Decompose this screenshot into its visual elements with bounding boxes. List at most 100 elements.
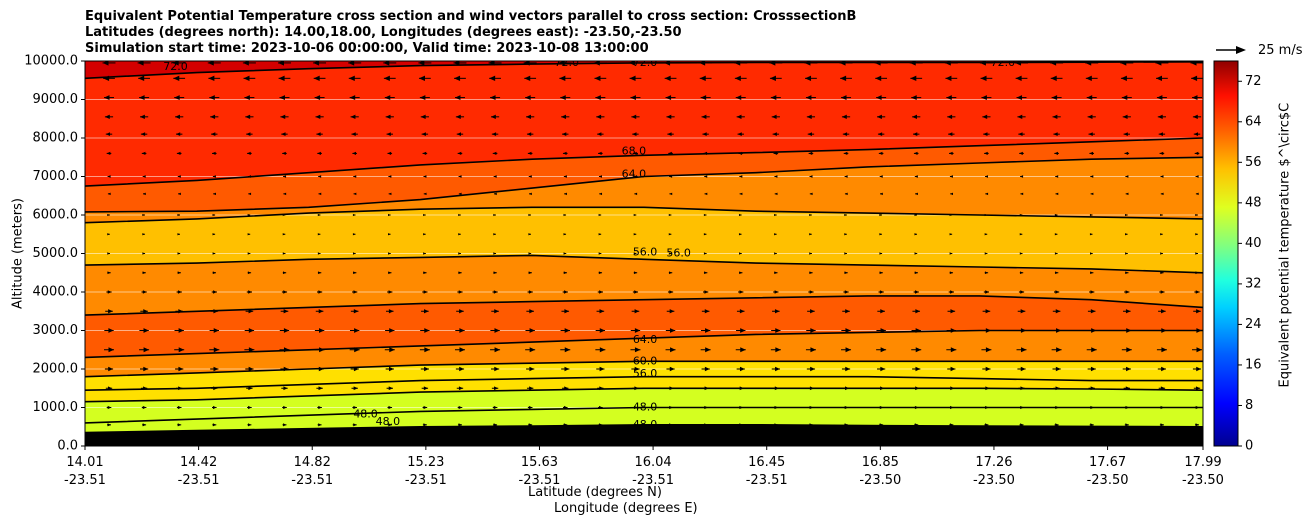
wind-arrow-head bbox=[774, 175, 778, 178]
wind-arrow-head bbox=[211, 132, 216, 137]
contour-label: 60.0 bbox=[297, 431, 322, 444]
wind-arrow bbox=[525, 347, 536, 353]
wind-arrow-head bbox=[283, 309, 289, 314]
wind-arrow-head bbox=[1090, 423, 1094, 427]
wind-arrow-head bbox=[634, 423, 638, 427]
wind-arrow bbox=[701, 114, 710, 120]
wind-arrow-head bbox=[317, 213, 321, 217]
wind-arrow bbox=[245, 309, 254, 314]
wind-arrow bbox=[1160, 252, 1163, 255]
wind-arrow-head bbox=[630, 95, 636, 101]
wind-arrow bbox=[142, 271, 146, 275]
wind-arrow-head bbox=[844, 271, 848, 275]
wind-arrow bbox=[1019, 213, 1023, 217]
wind-arrow-head bbox=[493, 233, 496, 236]
wind-arrow-head bbox=[844, 213, 847, 217]
wind-arrow bbox=[493, 252, 497, 255]
wind-arrow-head bbox=[142, 405, 147, 410]
wind-arrow bbox=[668, 423, 673, 427]
wind-arrow-head bbox=[949, 252, 953, 255]
wind-arrow-head bbox=[142, 423, 147, 427]
wind-arrow-head bbox=[845, 309, 850, 314]
wind-arrow bbox=[455, 114, 465, 120]
wind-arrow-head bbox=[734, 75, 741, 82]
wind-arrow bbox=[701, 309, 710, 314]
wind-arrow bbox=[139, 328, 149, 333]
wind-arrow bbox=[669, 192, 673, 196]
wind-arrow bbox=[528, 213, 531, 217]
wind-arrow-head bbox=[774, 192, 778, 196]
wind-arrow bbox=[281, 386, 288, 391]
wind-arrow-head bbox=[634, 347, 641, 353]
wind-arrow bbox=[246, 386, 253, 391]
wind-arrow-head bbox=[810, 347, 816, 353]
wind-arrow-head bbox=[1020, 423, 1024, 427]
wind-arrow-head bbox=[103, 75, 110, 82]
wind-arrow-head bbox=[353, 423, 357, 427]
wind-arrow bbox=[1053, 132, 1060, 137]
wind-arrow-head bbox=[774, 405, 779, 410]
wind-arrow bbox=[668, 271, 673, 275]
wind-arrow-head bbox=[418, 61, 425, 66]
wind-arrow-head bbox=[419, 95, 426, 101]
wind-arrow bbox=[247, 423, 252, 427]
wind-arrow bbox=[1089, 290, 1095, 294]
wind-arrow bbox=[352, 233, 356, 236]
wind-arrow bbox=[526, 132, 534, 137]
wind-arrow bbox=[703, 271, 708, 275]
wind-arrow bbox=[388, 175, 392, 178]
wind-arrow-head bbox=[1020, 175, 1024, 178]
wind-arrow bbox=[1053, 386, 1060, 391]
x-tick-label-lat: 17.26 bbox=[975, 455, 1012, 470]
wind-arrow bbox=[352, 290, 358, 294]
wind-arrow-head bbox=[1160, 213, 1163, 217]
wind-arrow-head bbox=[104, 114, 110, 120]
wind-arrow-head bbox=[775, 347, 781, 353]
wind-arrow-head bbox=[1054, 252, 1058, 255]
wind-arrow bbox=[172, 61, 186, 66]
wind-arrow bbox=[422, 151, 428, 156]
x-tick-label-lat: 14.82 bbox=[294, 455, 331, 470]
wind-arrow-head bbox=[598, 252, 602, 255]
wind-arrow-head bbox=[247, 423, 252, 427]
wind-arrow bbox=[560, 347, 571, 353]
wind-arrow-head bbox=[701, 114, 707, 120]
wind-arrow-head bbox=[248, 366, 254, 372]
contour-line-56-8 bbox=[85, 375, 1203, 391]
wind-arrow bbox=[350, 114, 359, 120]
wind-arrow-head bbox=[562, 151, 567, 156]
wind-arrow-head bbox=[421, 132, 426, 137]
wind-arrow-head bbox=[143, 309, 148, 314]
wind-arrow bbox=[738, 151, 744, 156]
wind-arrow bbox=[944, 61, 958, 66]
wind-arrow-head bbox=[353, 290, 358, 294]
wind-arrow-head bbox=[1125, 290, 1130, 294]
wind-arrow bbox=[844, 423, 849, 427]
wind-arrow bbox=[598, 213, 602, 217]
wind-arrow bbox=[598, 271, 603, 275]
wind-arrow-head bbox=[950, 328, 957, 333]
wind-arrow bbox=[283, 175, 287, 178]
wind-arrow bbox=[420, 328, 430, 333]
wind-arrow-head bbox=[528, 271, 532, 275]
wind-arrow bbox=[804, 61, 818, 66]
wind-arrow bbox=[528, 175, 532, 178]
wind-arrow bbox=[387, 290, 393, 294]
wind-arrow bbox=[176, 151, 182, 156]
wind-arrow bbox=[1052, 309, 1061, 314]
wind-arrow-head bbox=[1019, 233, 1023, 236]
wind-arrow-head bbox=[423, 213, 426, 217]
wind-arrow bbox=[842, 132, 850, 137]
wind-arrow-head bbox=[739, 423, 743, 427]
wind-arrow-head bbox=[633, 151, 637, 156]
wind-arrow bbox=[562, 151, 568, 156]
wind-arrow-head bbox=[1195, 290, 1200, 294]
wind-arrow-head bbox=[104, 95, 110, 101]
wind-arrow bbox=[949, 233, 953, 236]
wind-arrow-head bbox=[1125, 252, 1128, 255]
wind-arrow-head bbox=[805, 95, 812, 101]
wind-arrow bbox=[665, 347, 676, 353]
wind-arrow bbox=[877, 366, 886, 372]
chart-title-line-2: Latitudes (degrees north): 14.00,18.00, … bbox=[85, 25, 682, 40]
wind-arrow bbox=[423, 192, 427, 196]
